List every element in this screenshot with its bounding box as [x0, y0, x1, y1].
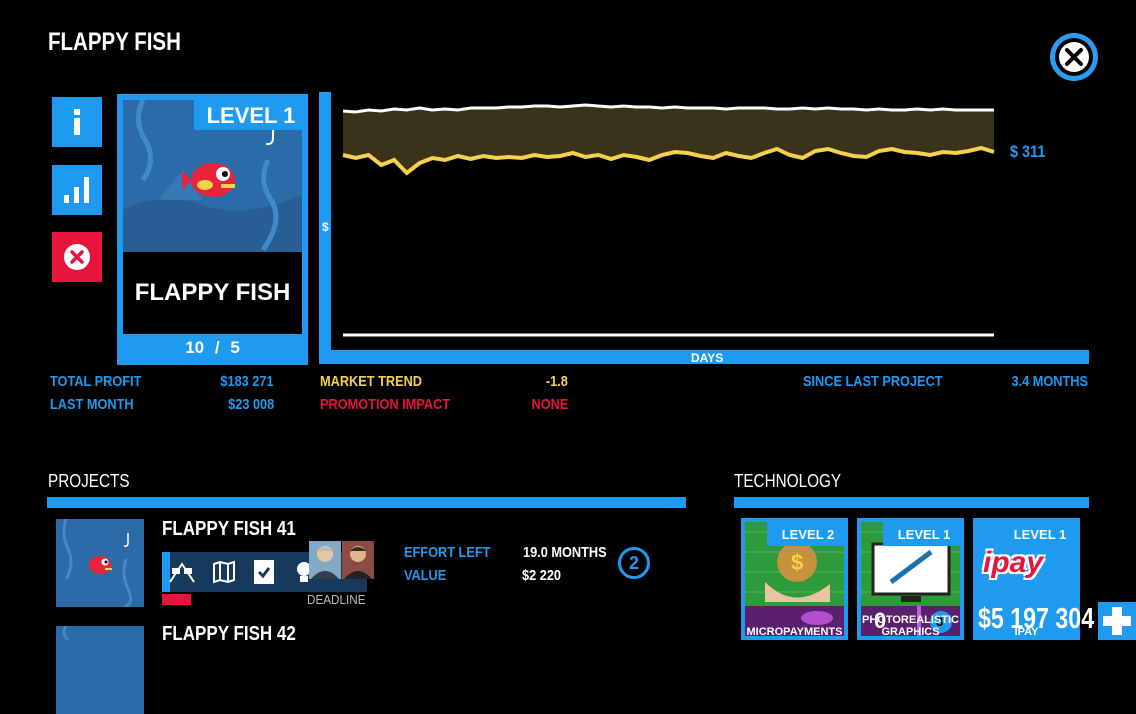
chart-band: [343, 105, 994, 173]
project-name: FLAPPY FISH 42: [162, 623, 296, 645]
value-amount: $2 220: [522, 567, 562, 584]
project-name: FLAPPY FISH 41: [162, 518, 296, 540]
race-flags-icon: [169, 562, 195, 583]
promotion-impact-value: NONE: [531, 396, 568, 413]
chart-series-line: [342, 103, 994, 114]
last-month-label: LAST MONTH: [50, 396, 134, 413]
counter-current: 10: [185, 338, 205, 357]
sales-chart: $ DAYS: [319, 92, 1089, 365]
project-team-count-badge[interactable]: 2: [618, 547, 650, 579]
projects-divider: [47, 497, 686, 508]
tech-card-micropayments[interactable]: $ LEVEL 2 MICROPAYMENTS: [741, 518, 848, 640]
chart-y-label: $: [322, 220, 329, 234]
bar-chart-icon: [64, 177, 89, 203]
deadline-progress-bar: [162, 594, 191, 605]
tech-level-badge: LEVEL 1: [883, 522, 964, 546]
plus-icon: [1103, 607, 1131, 635]
game-name: FLAPPY FISH: [134, 279, 291, 306]
effort-left-label: EFFORT LEFT: [404, 544, 491, 561]
game-card: LEVEL 1 FLAPPY FISH 10 / 5: [117, 94, 308, 365]
tech-badge: 3: [936, 614, 944, 629]
tech-card-photorealistic-graphics[interactable]: LEVEL 1 0 3 PHOTOREALISTIC GRAPHICS: [857, 518, 964, 640]
close-icon: [1059, 42, 1089, 72]
promotion-impact-label: PROMOTION IMPACT: [320, 396, 451, 413]
effort-left-value: 19.0 MONTHS: [523, 544, 607, 561]
map-icon: [213, 560, 235, 584]
tech-overlay-number: 0: [874, 608, 887, 633]
projects-heading: PROJECTS: [48, 471, 130, 491]
technology-divider: [734, 497, 1089, 508]
info-icon: [74, 109, 80, 135]
money-display: $5 197 304: [978, 603, 1095, 635]
game-level-badge: LEVEL 1: [194, 100, 302, 130]
market-trend-value: -1.8: [546, 373, 568, 390]
tech-level-badge: LEVEL 1: [999, 522, 1080, 546]
lightbulb-icon: [297, 562, 311, 582]
svg-text:$: $: [791, 550, 803, 575]
game-cover-art: LEVEL 1: [123, 100, 302, 252]
chart-series-line: [342, 145, 995, 176]
chart-current-value: $ 311: [1010, 142, 1046, 161]
deadline-label: DEADLINE: [307, 592, 366, 607]
counter-total: 5: [230, 338, 240, 357]
checklist-icon: [254, 560, 274, 584]
chart-x-label: DAYS: [691, 351, 723, 364]
add-funds-button[interactable]: [1098, 602, 1136, 640]
tech-label: MICROPAYMENTS: [746, 626, 843, 638]
since-last-project-label: SINCE LAST PROJECT: [803, 373, 943, 390]
stats-button[interactable]: [52, 165, 102, 215]
last-month-value: $23 008: [227, 396, 274, 413]
technology-heading: TECHNOLOGY: [734, 471, 842, 491]
game-counter: 10 / 5: [123, 336, 302, 359]
counter-separator: /: [214, 338, 220, 357]
project-thumbnail[interactable]: [56, 626, 144, 714]
total-profit-value: $183 271: [220, 373, 274, 390]
total-profit-label: TOTAL PROFIT: [50, 373, 142, 390]
close-button[interactable]: [1050, 33, 1098, 81]
value-label: VALUE: [404, 567, 447, 584]
tech-level-badge: LEVEL 2: [767, 522, 848, 546]
project-thumbnail[interactable]: [56, 519, 144, 607]
ipay-logo: ipay: [983, 546, 1044, 579]
info-button[interactable]: [52, 97, 102, 147]
tech-label: IPAY: [1014, 626, 1039, 638]
since-last-project-value: 3.4 MONTHS: [1011, 373, 1088, 390]
cancel-game-button[interactable]: [52, 232, 102, 282]
developer-avatar[interactable]: [342, 541, 374, 579]
cancel-icon: [64, 244, 90, 270]
tech-label: PHOTOREALISTIC GRAPHICS: [862, 614, 959, 638]
developer-avatar[interactable]: [309, 541, 341, 579]
page-title: FLAPPY FISH: [48, 28, 181, 56]
market-trend-label: MARKET TREND: [320, 373, 422, 390]
tech-card-ipay[interactable]: ipay LEVEL 1 IPAY: [973, 518, 1080, 640]
